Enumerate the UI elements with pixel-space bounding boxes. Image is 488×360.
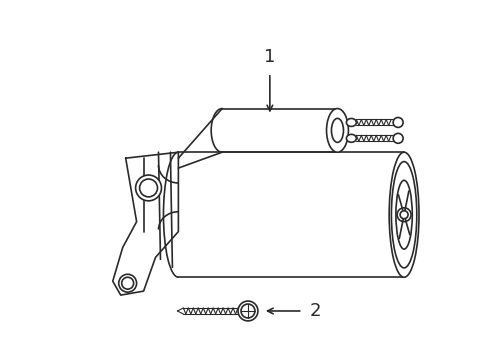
Ellipse shape [396,208,410,222]
Ellipse shape [395,180,411,249]
Ellipse shape [135,175,161,201]
Ellipse shape [346,118,356,126]
Ellipse shape [399,211,407,219]
Ellipse shape [238,301,257,321]
Ellipse shape [392,133,402,143]
Ellipse shape [326,109,347,152]
Ellipse shape [119,274,136,292]
Ellipse shape [392,117,402,127]
Text: 2: 2 [309,302,321,320]
Ellipse shape [331,118,343,143]
Ellipse shape [241,304,254,318]
Ellipse shape [122,277,133,289]
Ellipse shape [139,179,157,197]
Text: 1: 1 [264,48,275,66]
Ellipse shape [346,134,356,142]
Ellipse shape [388,152,418,277]
Ellipse shape [390,162,416,268]
